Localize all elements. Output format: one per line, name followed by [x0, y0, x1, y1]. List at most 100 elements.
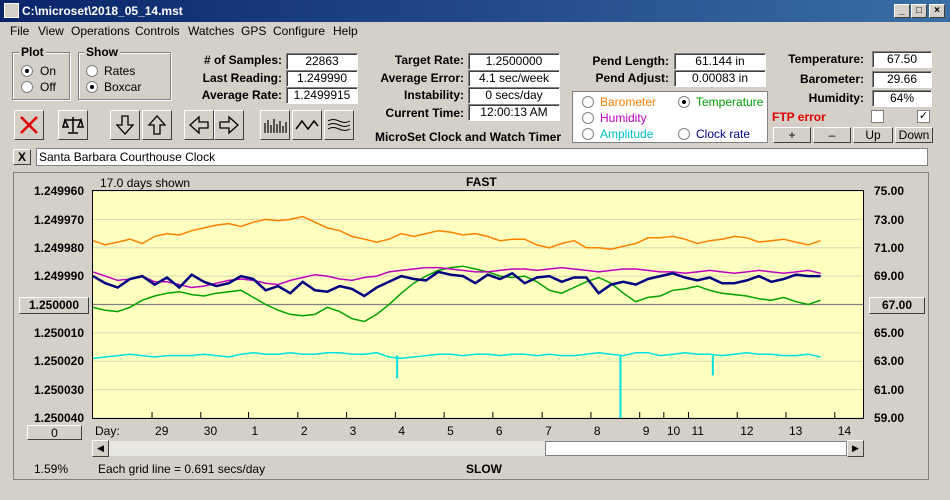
- x-tick-label: 12: [740, 424, 754, 438]
- amplitude-option-label: Amplitude: [600, 127, 654, 141]
- minus-button[interactable]: –: [813, 127, 851, 143]
- down-button[interactable]: Down: [895, 127, 933, 143]
- barometer-option-label: Barometer: [600, 95, 657, 109]
- x-tick-label: 11: [691, 424, 704, 438]
- right-value-button[interactable]: 67.00: [869, 297, 925, 314]
- x-tick-label: 14: [837, 424, 852, 438]
- clock-rate-line: [93, 270, 821, 298]
- balance-button[interactable]: [58, 110, 88, 140]
- menu-operations[interactable]: Operations: [71, 24, 130, 38]
- stop-button[interactable]: [14, 110, 44, 140]
- title-bar: [0, 0, 950, 22]
- barometer-radio[interactable]: [582, 96, 594, 108]
- y-tick-left: 1.249980: [33, 241, 84, 255]
- minimize-button[interactable]: _: [894, 4, 910, 18]
- percent-label: 1.59%: [34, 462, 69, 476]
- x-tick-label: 29: [155, 424, 169, 438]
- scroll-right-button[interactable]: [214, 110, 244, 140]
- y-tick-left: 1.249970: [33, 213, 84, 227]
- samples-label: # of Samples:: [203, 53, 282, 67]
- temperature-line: [93, 265, 821, 323]
- menu-controls[interactable]: Controls: [135, 24, 180, 38]
- ftp-error-label: FTP error: [772, 110, 826, 124]
- temperature-radio[interactable]: [678, 96, 690, 108]
- y-tick-left: 1.250010: [33, 326, 84, 340]
- y-tick-right: 61.00: [874, 383, 905, 397]
- menu-view[interactable]: View: [38, 24, 64, 38]
- scroll-right-arrow[interactable]: ▶: [847, 440, 864, 457]
- y-tick-left: 1.250030: [33, 383, 84, 397]
- multi-line-button[interactable]: [324, 110, 354, 140]
- y-tick-right: 65.00: [874, 326, 905, 340]
- clock-rate-radio[interactable]: [678, 128, 690, 140]
- last-reading-field: 1.249990: [286, 70, 358, 87]
- pend-length-label: Pend Length:: [592, 54, 669, 68]
- scroll-up-button[interactable]: [142, 110, 172, 140]
- y-tick-right: 73.00: [874, 213, 905, 227]
- target-rate-field: 1.2500000: [468, 53, 560, 70]
- temperature-option-label: Temperature: [696, 95, 764, 109]
- slow-label: SLOW: [466, 462, 502, 476]
- fast-label: FAST: [466, 175, 497, 189]
- app-icon: [4, 3, 19, 18]
- scroll-down-button[interactable]: [110, 110, 140, 140]
- show-group-title: Show: [84, 45, 120, 59]
- x-tick-label: 10: [666, 424, 681, 438]
- clock-name-field[interactable]: Santa Barbara Courthouse Clock: [36, 148, 928, 166]
- bar-graph-button[interactable]: [260, 110, 290, 140]
- y-tick-right: 59.00: [874, 411, 905, 425]
- close-button[interactable]: ×: [929, 4, 945, 18]
- plot-off-radio[interactable]: [21, 81, 33, 93]
- clear-clock-button[interactable]: X: [13, 149, 31, 165]
- plus-button[interactable]: +: [773, 127, 811, 143]
- plot-on-radio[interactable]: [21, 65, 33, 77]
- menu-help[interactable]: Help: [333, 24, 358, 38]
- line-graph-button[interactable]: [292, 110, 322, 140]
- current-time-label: Current Time:: [385, 106, 464, 120]
- plot-off-label: Off: [40, 80, 56, 94]
- y-tick-right: 63.00: [874, 354, 905, 368]
- plot-svg: [93, 191, 863, 418]
- pend-length-field: 61.144 in: [674, 53, 766, 70]
- show-boxcar-radio[interactable]: [86, 81, 98, 93]
- instability-label: Instability:: [403, 88, 464, 102]
- plot-on-label: On: [40, 64, 57, 78]
- humidity-option-label: Humidity: [600, 111, 647, 125]
- x-tick-label: 4: [398, 424, 406, 438]
- humidity-radio[interactable]: [582, 112, 594, 124]
- instability-field: 0 secs/day: [468, 87, 560, 104]
- x-tick-label: 6: [495, 424, 503, 438]
- barometer-label: Barometer:: [799, 72, 864, 86]
- show-rates-radio[interactable]: [86, 65, 98, 77]
- menu-gps[interactable]: GPS: [241, 24, 267, 38]
- average-error-label: Average Error:: [380, 71, 464, 85]
- ftp-checkbox-1[interactable]: [871, 110, 884, 123]
- scroll-thumb[interactable]: [545, 441, 847, 456]
- amplitude-radio[interactable]: [582, 128, 594, 140]
- plot-area: [92, 190, 864, 419]
- menu-file[interactable]: File: [10, 24, 30, 38]
- humidity-line: [93, 266, 821, 289]
- menu-watches[interactable]: Watches: [188, 24, 235, 38]
- arrow-right-icon: [219, 115, 239, 135]
- y-tick-left: 1.249960: [33, 184, 84, 198]
- ftp-checkbox-2[interactable]: ✓: [917, 110, 930, 123]
- menu-configure[interactable]: Configure: [273, 24, 326, 38]
- zero-button[interactable]: 0: [27, 425, 82, 440]
- average-rate-label: Average Rate:: [201, 88, 282, 102]
- bars-icon: [264, 119, 287, 133]
- barometer-line: [93, 215, 821, 250]
- average-rate-field: 1.2499915: [286, 87, 358, 104]
- window-title: C:\microset\2018_05_14.mst: [22, 4, 183, 18]
- y-tick-left: 1.250040: [33, 411, 84, 425]
- left-value-button[interactable]: 1.250000: [19, 297, 89, 314]
- app-name: MicroSet Clock and Watch Timer: [374, 130, 562, 144]
- scroll-left-button[interactable]: [184, 110, 214, 140]
- y-tick-right: 71.00: [874, 241, 905, 255]
- maximize-button[interactable]: □: [911, 4, 927, 18]
- scroll-left-arrow[interactable]: ◀: [92, 440, 109, 457]
- plot-group-title: Plot: [19, 45, 46, 59]
- x-tick-label: 8: [593, 424, 601, 438]
- up-button[interactable]: Up: [853, 127, 893, 143]
- temperature-label: Temperature:: [788, 52, 864, 66]
